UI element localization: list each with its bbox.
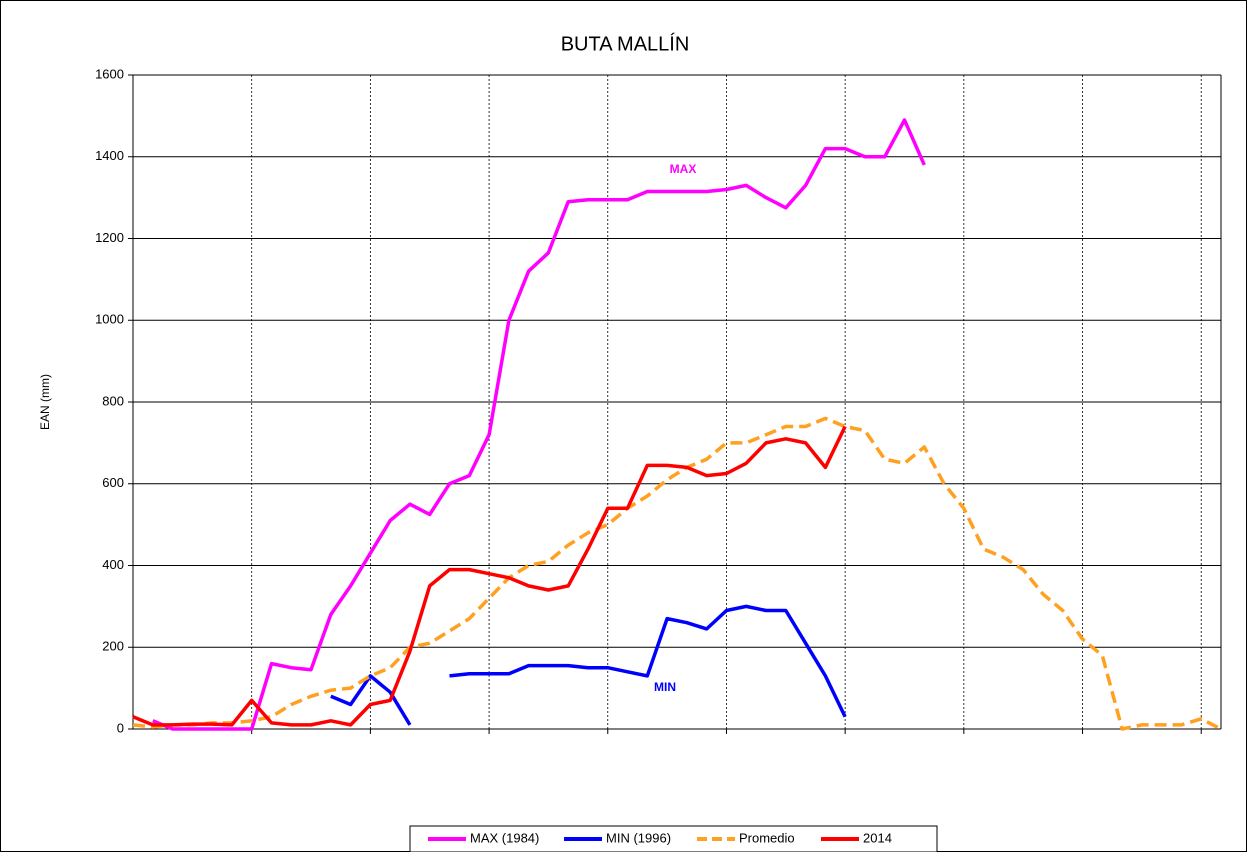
data-line xyxy=(132,425,847,727)
y-tick-label: 0 xyxy=(117,720,124,735)
annotation: MIN xyxy=(654,680,676,694)
y-tick-label: 400 xyxy=(102,557,124,572)
data-line xyxy=(132,416,1222,731)
legend-label: MAX (1984) xyxy=(470,830,539,845)
legend-label: Promedio xyxy=(739,830,795,845)
data-line xyxy=(330,604,847,726)
chart-title: BUTA MALLÍN xyxy=(561,32,690,55)
y-tick-label: 1400 xyxy=(95,148,124,163)
y-tick-label: 800 xyxy=(102,393,124,408)
data-line xyxy=(152,118,926,731)
annotation: MAX xyxy=(670,162,697,176)
y-tick-label: 1600 xyxy=(95,66,124,81)
y-axis-label: EAN (mm) xyxy=(38,374,52,430)
y-tick-label: 1200 xyxy=(95,230,124,245)
y-tick-label: 1000 xyxy=(95,312,124,327)
legend-label: 2014 xyxy=(863,830,892,845)
y-tick-label: 600 xyxy=(102,475,124,490)
legend-label: MIN (1996) xyxy=(606,830,671,845)
y-tick-label: 200 xyxy=(102,639,124,654)
